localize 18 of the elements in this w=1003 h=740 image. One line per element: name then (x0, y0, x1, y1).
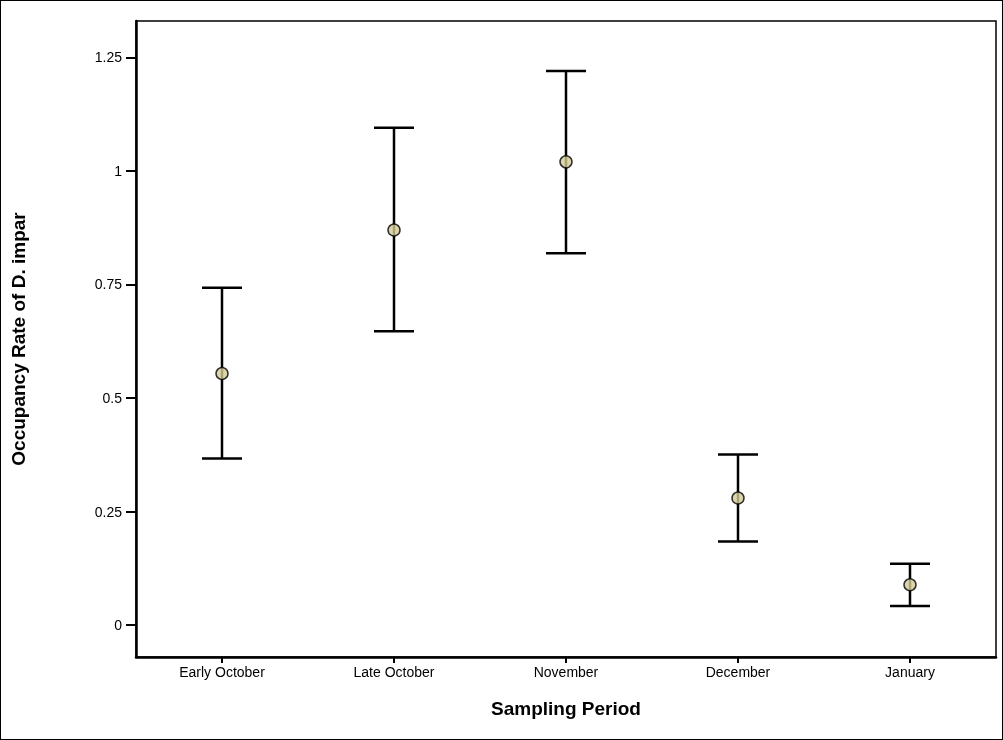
x-tick-label: January (885, 664, 935, 680)
point (903, 578, 917, 592)
point (387, 223, 401, 237)
x-tick-label: Early October (179, 664, 266, 680)
x-tick-label: Late October (353, 664, 435, 680)
y-axis-title: Occupancy Rate of D. impar (8, 211, 29, 466)
y-tick-label: 0 (114, 617, 123, 634)
x-tick-label: November (533, 664, 599, 680)
y-tick-label: 0.25 (94, 503, 123, 520)
y-tick-label: 1 (114, 162, 123, 179)
x-axis-title: Sampling Period (491, 698, 641, 719)
point (731, 491, 745, 505)
y-tick-label: 0.5 (102, 390, 123, 407)
point (215, 366, 229, 381)
x-tick-label: December (705, 664, 771, 680)
y-tick-label: 1.25 (94, 49, 123, 66)
y-tick-label: 0.75 (94, 276, 123, 293)
point (559, 155, 573, 169)
